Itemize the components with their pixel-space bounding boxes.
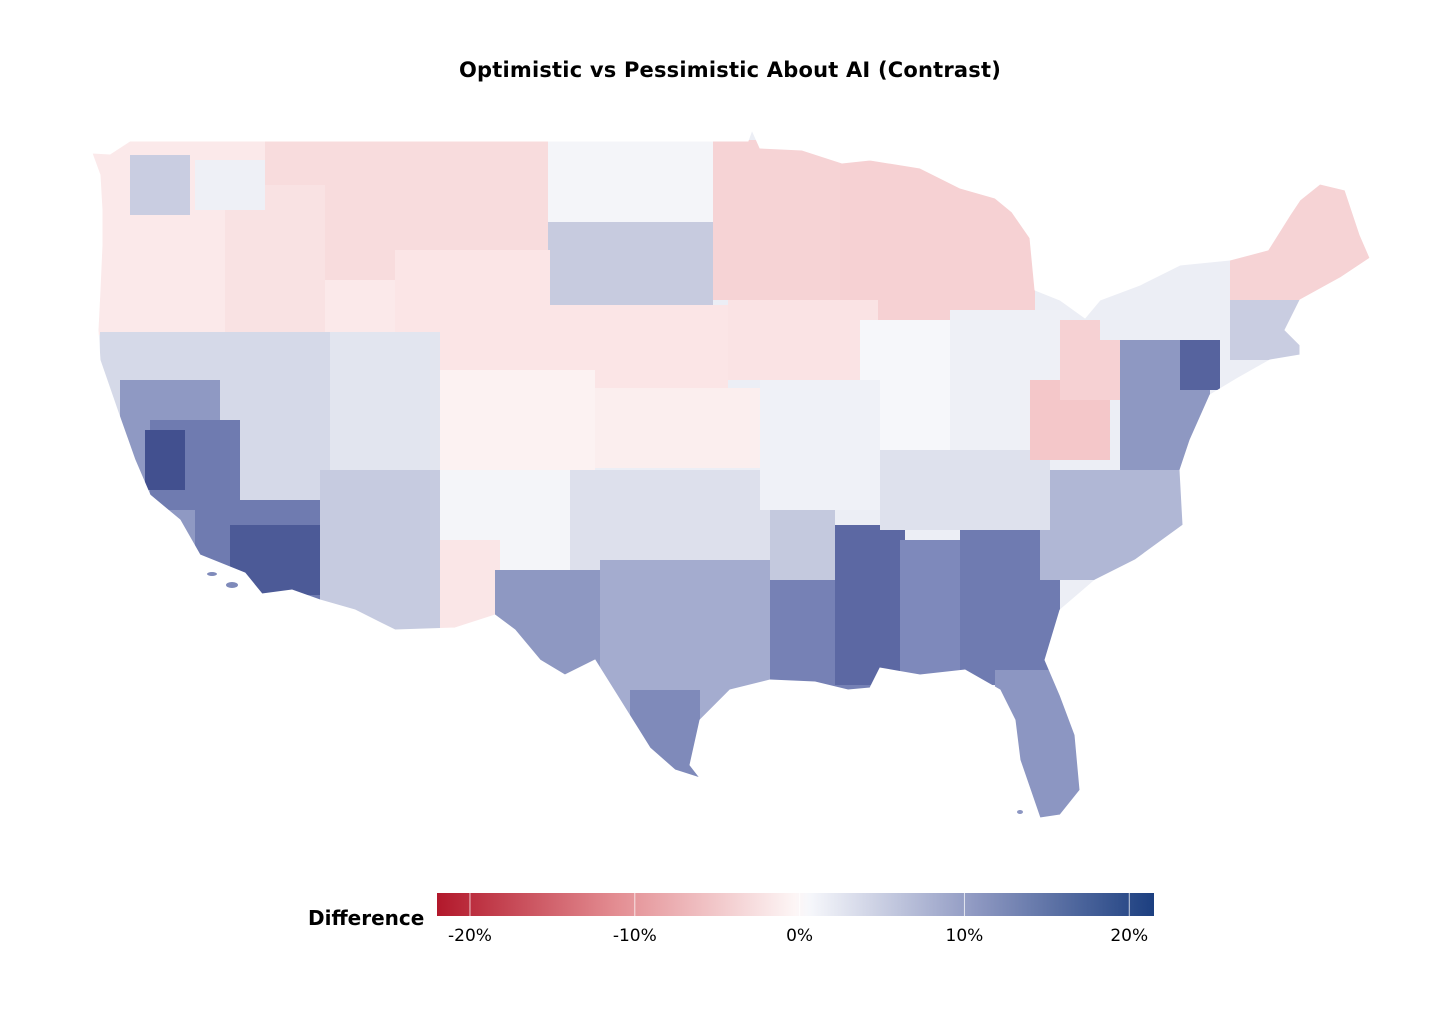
legend-tick-label: -20% xyxy=(447,926,492,946)
islands xyxy=(207,572,1023,814)
region-south-dakota xyxy=(548,222,713,307)
channel-islands xyxy=(226,582,238,588)
region-kansas xyxy=(595,388,765,468)
legend-tick-label: -10% xyxy=(612,926,657,946)
region-mississippi xyxy=(835,525,905,685)
legend-title: Difference xyxy=(308,906,425,930)
legend-tick-label: 10% xyxy=(945,926,984,946)
legend-gradient-rect xyxy=(437,893,1154,916)
region-colorado xyxy=(440,370,595,470)
region-north-dakota xyxy=(548,140,713,225)
region-seattle xyxy=(130,155,190,215)
region-eastern-wa xyxy=(195,160,265,210)
region-bay-area xyxy=(145,430,185,490)
region-new-york xyxy=(1100,260,1240,340)
region-nm-east xyxy=(440,540,500,630)
map-title: Optimistic vs Pessimistic About AI (Cont… xyxy=(458,58,1002,82)
legend-tick-label: 0% xyxy=(786,926,814,946)
region-florida xyxy=(995,670,1085,818)
region-carolinas xyxy=(1040,470,1185,580)
legend-colorbar xyxy=(437,893,1154,916)
region-iowa xyxy=(728,300,878,380)
region-los-angeles xyxy=(230,525,320,595)
region-utah xyxy=(330,332,440,472)
region-alabama xyxy=(900,540,965,680)
region-missouri xyxy=(760,380,880,510)
region-texas-west xyxy=(495,570,605,690)
region-oklahoma xyxy=(570,470,770,570)
region-arizona xyxy=(320,470,440,630)
region-kentucky-tn xyxy=(880,450,1050,530)
florida-keys xyxy=(1017,810,1023,814)
region-wisconsin-mi xyxy=(840,160,1035,320)
region-southern-new-england xyxy=(1230,300,1310,360)
channel-islands-2 xyxy=(207,572,217,576)
map-regions xyxy=(92,130,1370,818)
legend-tick-label: 20% xyxy=(1110,926,1149,946)
